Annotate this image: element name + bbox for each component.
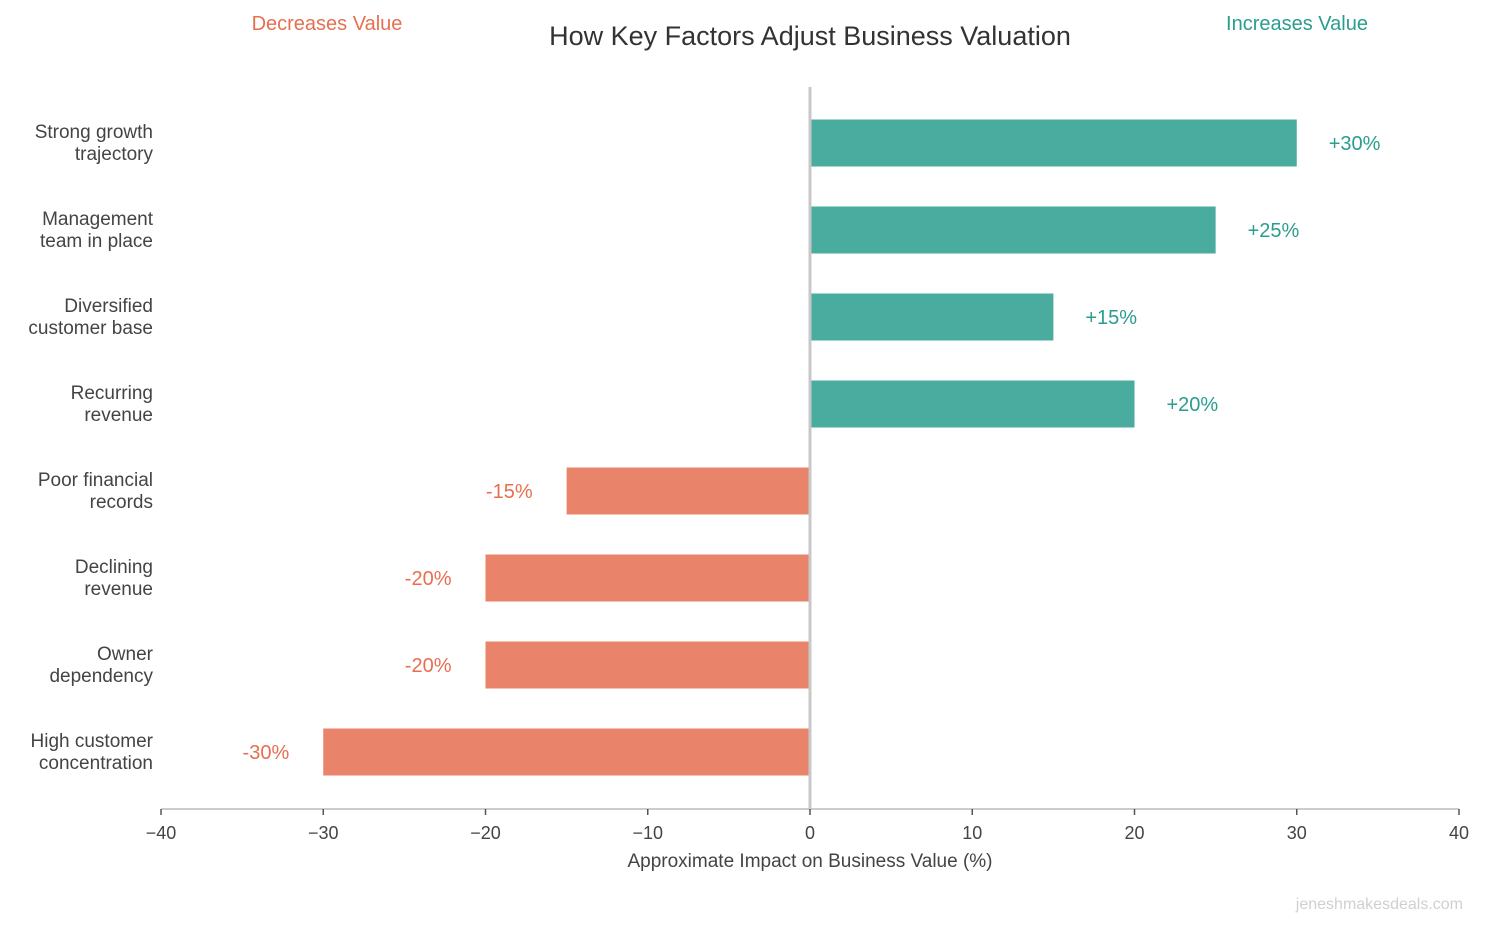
- y-tick-label: records: [90, 492, 153, 513]
- data-label: +20%: [1167, 394, 1219, 416]
- data-label: +15%: [1085, 307, 1137, 329]
- bar: [810, 206, 1216, 254]
- chart-title: How Key Factors Adjust Business Valuatio…: [549, 21, 1071, 51]
- y-tick-label: Poor financial: [38, 470, 153, 491]
- bar: [810, 293, 1054, 341]
- bar: [485, 641, 810, 689]
- decreases-value-annotation: Decreases Value: [252, 13, 403, 35]
- x-tick-label: 0: [805, 823, 815, 843]
- data-label: +30%: [1329, 133, 1381, 155]
- y-tick-label: revenue: [84, 405, 153, 426]
- data-label: -20%: [405, 655, 452, 677]
- y-tick-label: Management: [42, 209, 154, 230]
- y-tick-label: Owner: [97, 644, 154, 665]
- x-tick-label: 30: [1287, 823, 1307, 843]
- y-tick-label: concentration: [39, 753, 153, 774]
- y-tick-label: trajectory: [75, 144, 154, 165]
- data-label: -20%: [405, 568, 452, 590]
- y-tick-label: Diversified: [64, 296, 153, 317]
- x-tick-label: −30: [308, 823, 339, 843]
- y-tick-label: customer base: [28, 318, 153, 339]
- bar: [810, 380, 1135, 428]
- watermark: jeneshmakesdeals.com: [1295, 896, 1463, 913]
- y-tick-label: revenue: [84, 579, 153, 600]
- data-label: -30%: [243, 742, 290, 764]
- x-tick-label: −10: [632, 823, 663, 843]
- y-tick-label: Strong growth: [35, 122, 153, 143]
- bar: [810, 119, 1297, 167]
- x-tick-label: −40: [146, 823, 177, 843]
- y-tick-label: Recurring: [71, 383, 153, 404]
- y-tick-label: High customer: [31, 731, 154, 752]
- x-tick-label: 40: [1449, 823, 1469, 843]
- bar: [485, 554, 810, 602]
- x-tick-label: 20: [1124, 823, 1144, 843]
- y-tick-label: Declining: [75, 557, 153, 578]
- bar: [323, 728, 810, 776]
- data-label: +25%: [1248, 220, 1300, 242]
- y-tick-label: dependency: [49, 666, 153, 687]
- x-tick-label: −20: [470, 823, 501, 843]
- data-label: -15%: [486, 481, 533, 503]
- bar: [566, 467, 810, 515]
- y-tick-label: team in place: [40, 231, 153, 252]
- increases-value-annotation: Increases Value: [1226, 13, 1368, 35]
- x-axis-label: Approximate Impact on Business Value (%): [627, 851, 992, 872]
- x-tick-label: 10: [962, 823, 982, 843]
